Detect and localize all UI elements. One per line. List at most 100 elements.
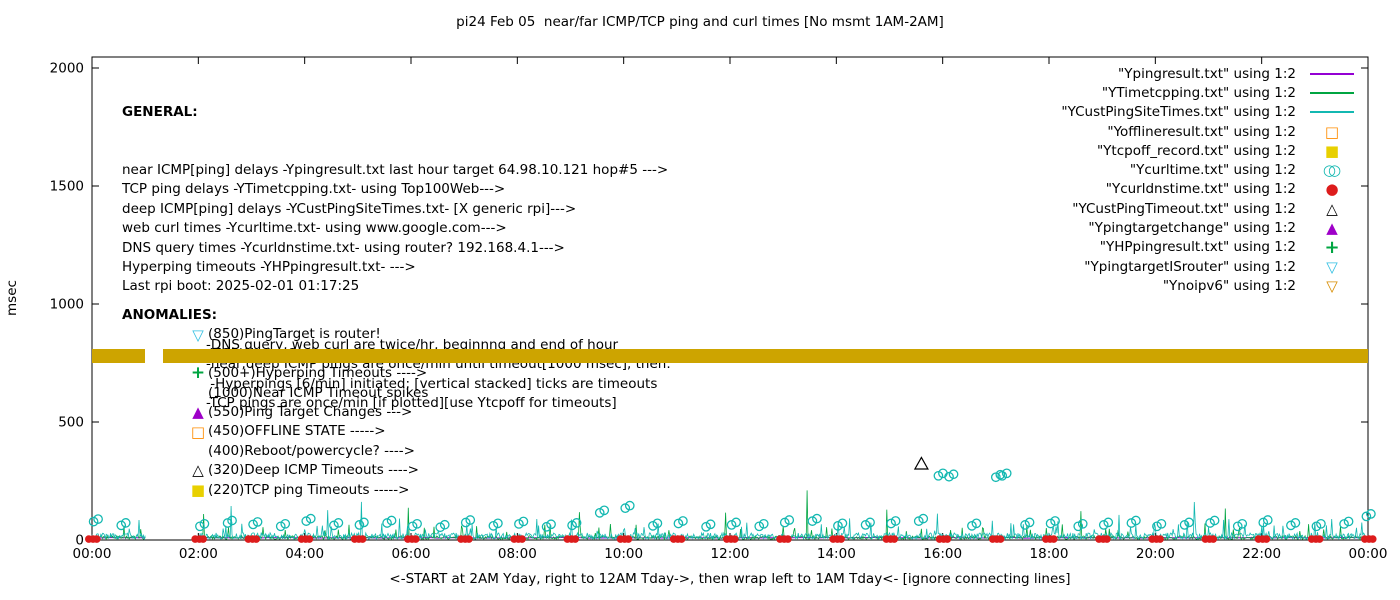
dns-time-marker (465, 535, 473, 543)
triangle-up-open-icon: △ (1326, 199, 1338, 218)
curl-time-marker (1184, 517, 1194, 528)
legend-item: "YTimetcpping.txt" using 1:2 (1061, 83, 1368, 102)
curl-time-marker (199, 518, 210, 529)
legend-label: "YCustPingTimeout.txt" using 1:2 (1072, 200, 1296, 217)
curl-time-marker (678, 516, 688, 526)
legend-label: "Ynoipv6" using 1:2 (1162, 277, 1296, 294)
triangle-down-open-icon: ▽ (1326, 276, 1338, 295)
general-line-0: near ICMP[ping] delays -Ypingresult.txt … (122, 162, 669, 179)
dns-time-marker (624, 535, 633, 543)
dns-time-marker (252, 535, 261, 543)
curl-time-marker (1077, 518, 1088, 529)
dns-time-marker (305, 535, 314, 543)
y-tick-label: 1000 (50, 297, 84, 313)
legend-item: "Ycurldnstime.txt" using 1:2 ● (1061, 180, 1368, 199)
curl-time-marker (890, 516, 901, 526)
curl-time-marker (305, 513, 316, 524)
anomalies-heading: ANOMALIES: (122, 307, 218, 323)
legend-item: "Yofflineresult.txt" using 1:2 □ (1061, 122, 1368, 141)
circle-double-icon: ○ ○ (1296, 161, 1368, 179)
y-tick-label: 1500 (50, 179, 84, 195)
anomaly-item: △ (320)Deep ICMP Timeouts ----> (188, 461, 428, 480)
anomaly-text: (850)PingTarget is router! (208, 326, 381, 343)
dns-time-marker (1368, 535, 1377, 543)
triangle-down-open-icon: ▽ (1326, 257, 1338, 276)
curl-time-marker (918, 513, 929, 524)
x-tick-label: 18:00 (1030, 546, 1069, 562)
curl-time-marker (227, 515, 237, 526)
legend-label: "YHPpingresult.txt" using 1:2 (1099, 239, 1296, 256)
curl-time-marker (1209, 515, 1220, 526)
triangle-up-filled-icon: ▲ (1296, 219, 1368, 237)
curl-time-marker (546, 519, 556, 530)
curl-time-marker (758, 518, 769, 529)
anomaly-rows: ▽(850)PingTarget is router!▽(785)No ipv6… (122, 325, 429, 500)
x-tick-label: 00:00 (73, 546, 112, 562)
dns-time-marker (890, 535, 899, 543)
legend-item: "Ytcpoff_record.txt" using 1:2 ■ (1061, 141, 1368, 160)
curl-time-marker (465, 515, 476, 525)
x-tick-label: 20:00 (1136, 546, 1175, 562)
legend-item: "Ypingresult.txt" using 1:2 (1061, 64, 1368, 83)
general-subline-2: -Hyperpings [6/min] initiated; [vertical… (206, 375, 658, 392)
legend-line-sample (1310, 91, 1354, 94)
curl-time-marker (624, 500, 635, 511)
dns-time-marker (730, 535, 739, 543)
square-filled-icon: ■ (1324, 141, 1340, 160)
curl-time-marker (1262, 515, 1273, 525)
x-tick-label: 06:00 (392, 546, 431, 562)
plus-icon: + (1324, 236, 1340, 258)
legend-label: "YCustPingSiteTimes.txt" using 1:2 (1061, 104, 1296, 121)
dns-time-marker (1049, 535, 1058, 543)
anomaly-text: (320)Deep ICMP Timeouts ----> (208, 462, 419, 479)
anomaly-item: ▽ (850)PingTarget is router! (188, 325, 428, 344)
notes-anomalies: ANOMALIES: ▽(850)PingTarget is router!▽(… (122, 306, 428, 500)
curl-time-marker (359, 517, 369, 528)
notes-general: GENERAL: near ICMP[ping] delays -Ypingre… (122, 64, 671, 452)
dns-time-marker (837, 535, 845, 543)
y-tick-label: 0 (75, 533, 84, 549)
anomaly-item: + (500+)Hyperping Timeouts ----> (188, 364, 428, 383)
legend-line-sample (1310, 111, 1354, 114)
curl-time-marker (1001, 468, 1012, 479)
dns-time-marker (571, 535, 580, 543)
legend-item: "YCustPingTimeout.txt" using 1:2 △ (1061, 199, 1368, 218)
circle-open-icon: ○ (1322, 161, 1336, 180)
general-subline-3: -TCP pings are once/min [if plotted][use… (206, 394, 617, 411)
legend-label: "Ycurldnstime.txt" using 1:2 (1105, 181, 1296, 198)
plus-icon: + (1296, 237, 1368, 258)
anomaly-item: ■ (220)TCP ping Timeouts -----> (188, 481, 428, 500)
curl-time-marker (705, 519, 716, 530)
anomaly-text: (550)Ping Target Changes ---> (208, 403, 413, 420)
curl-time-marker (120, 518, 131, 528)
curl-time-marker (493, 518, 503, 529)
curl-time-marker (971, 518, 982, 529)
legend-label: "Ypingresult.txt" using 1:2 (1118, 65, 1296, 82)
x-tick-label: 02:00 (179, 546, 218, 562)
noipv6-band-segment (162, 349, 1368, 363)
x-tick-label: 04:00 (285, 546, 324, 562)
general-sub-lines: -DNS query, web curl are twice/hr, begin… (122, 336, 671, 414)
curl-time-marker (93, 514, 103, 524)
curl-time-marker (1237, 518, 1248, 529)
legend: "Ypingresult.txt" using 1:2 "YTimetcpping… (1061, 64, 1368, 296)
y-tick-label: 500 (58, 415, 84, 431)
curl-time-marker (1103, 517, 1114, 528)
dns-time-marker (1315, 535, 1324, 543)
x-tick-label: 14:00 (817, 546, 856, 562)
triangle-up-filled-icon: ▲ (192, 403, 204, 422)
legend-item: "YpingtargetISrouter" using 1:2 ▽ (1061, 257, 1368, 276)
curl-time-marker (1290, 518, 1301, 528)
curl-time-marker (518, 516, 529, 527)
x-tick-label: 10:00 (604, 546, 643, 562)
x-tick-label: 16:00 (923, 546, 962, 562)
legend-item: "YCustPingSiteTimes.txt" using 1:2 (1061, 103, 1368, 122)
curl-time-marker (333, 518, 344, 528)
x-tick-label: 08:00 (498, 546, 537, 562)
curl-time-marker (599, 505, 610, 516)
deep-icmp-timeout-marker (913, 456, 929, 470)
x-tick-label: 22:00 (1242, 546, 1281, 562)
legend-item: "Ycurltime.txt" using 1:2 ○ ○ (1061, 160, 1368, 179)
curl-time-marker (1156, 518, 1167, 529)
triangle-down-open-icon: ▽ (192, 325, 204, 344)
